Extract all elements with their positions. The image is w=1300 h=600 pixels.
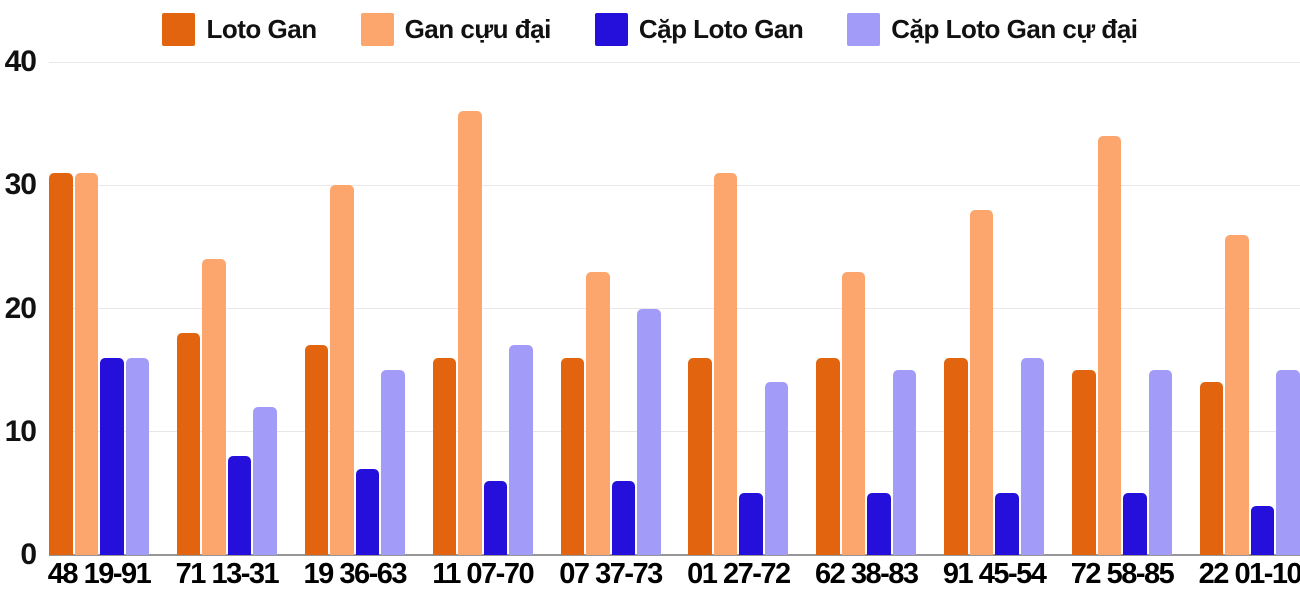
bar-cap-loto-gan-cu-ai — [381, 370, 405, 555]
bar-loto-gan — [176, 333, 201, 555]
bar-group-01-27-72 — [688, 62, 789, 555]
bar-group-11-07-70 — [432, 62, 533, 555]
gridline — [49, 184, 1300, 186]
bar-gan-cuu-ai — [586, 271, 610, 555]
legend-label: Gan cựu đại — [404, 13, 552, 44]
legend-item-cap-loto-gan-cu-ai[interactable]: Cặp Loto Gan cự đại — [847, 12, 1138, 46]
bar-loto-gan — [1072, 370, 1096, 555]
bar-cap-loto-gan-cu-ai — [509, 345, 533, 555]
legend-swatch-cap-loto-gan — [594, 12, 628, 46]
legend-swatch-loto-gan — [162, 12, 196, 46]
bar-cap-loto-gan-cu-ai — [764, 382, 789, 555]
gridline — [49, 431, 1300, 433]
bar-loto-gan — [1199, 382, 1224, 555]
x-axis-label: 72 58-85 — [1070, 558, 1175, 590]
bar-group-48-19-91 — [49, 62, 149, 555]
bar-cap-loto-gan-cu-ai — [892, 370, 917, 555]
x-axis-label: 62 38-83 — [815, 558, 919, 590]
legend-swatch-gan-cuu-ai — [360, 12, 394, 46]
bar-loto-gan — [49, 172, 73, 555]
legend-label: Cặp Loto Gan cự đại — [891, 13, 1138, 44]
bar-cap-loto-gan-cu-ai — [1148, 370, 1172, 555]
bar-cap-loto-gan-cu-ai — [1276, 370, 1300, 555]
x-axis-label: 07 37-73 — [559, 558, 663, 590]
bar-loto-gan — [944, 357, 968, 555]
gridline — [49, 308, 1300, 309]
bar-cap-loto-gan — [995, 493, 1019, 555]
bar-cap-loto-gan-cu-ai — [125, 357, 149, 555]
bar-group-22-01-10 — [1199, 62, 1300, 555]
bar-gan-cuu-ai — [1097, 135, 1121, 555]
y-tick-label: 0 — [20, 538, 37, 571]
legend-label: Cặp Loto Gan — [638, 13, 804, 44]
bar-group-62-38-83 — [816, 62, 917, 555]
bar-gan-cuu-ai — [330, 185, 354, 555]
bar-loto-gan — [432, 357, 457, 555]
legend-item-cap-loto-gan[interactable]: Cặp Loto Gan — [594, 12, 804, 46]
bar-cap-loto-gan — [867, 493, 891, 555]
bar-group-71-13-31 — [176, 62, 277, 555]
x-axis-label: 48 19-91 — [47, 558, 152, 590]
bar-gan-cuu-ai — [458, 111, 482, 555]
legend: Loto Gan Gan cựu đại Cặp Loto Gan Cặp Loto … — [0, 9, 1300, 49]
bar-cap-loto-gan — [611, 481, 635, 555]
x-axis-label: 91 45-54 — [942, 558, 1047, 590]
bar-loto-gan — [304, 345, 329, 555]
bar-cap-loto-gan — [355, 468, 380, 555]
bar-group-91-45-54 — [944, 62, 1045, 555]
x-axis-label: 01 27-72 — [687, 558, 791, 590]
x-axis-label: 11 07-70 — [432, 558, 534, 590]
bar-cap-loto-gan-cu-ai — [253, 407, 277, 555]
bar-group-19-36-63 — [304, 62, 405, 555]
legend-swatch-cap-loto-gan-cu-ai — [847, 12, 881, 46]
x-axis-label: 71 13-31 — [175, 558, 280, 590]
bar-cap-loto-gan — [483, 481, 508, 555]
bar-loto-gan — [816, 357, 840, 555]
bar-cap-loto-gan — [100, 357, 124, 555]
bar-gan-cuu-ai — [713, 172, 738, 555]
legend-item-loto-gan[interactable]: Loto Gan — [162, 12, 317, 46]
bar-loto-gan — [688, 357, 712, 555]
y-tick-label: 20 — [4, 291, 37, 325]
x-axis-label: 22 01-10 — [1198, 558, 1300, 590]
bar-cap-loto-gan — [227, 456, 252, 555]
y-tick-label: 30 — [4, 168, 37, 202]
bar-gan-cuu-ai — [841, 271, 866, 555]
legend-item-gan-cuu-ai[interactable]: Gan cựu đại — [360, 12, 552, 46]
bar-cap-loto-gan — [1123, 493, 1147, 555]
x-axis: 48 19-91 71 13-31 19 36-63 11 07-70 07 37-73… — [47, 558, 1300, 591]
x-axis-label: 19 36-63 — [303, 558, 408, 590]
y-tick-label: 40 — [4, 45, 37, 78]
bar-gan-cuu-ai — [1225, 234, 1249, 555]
bar-gan-cuu-ai — [74, 172, 98, 555]
bar-loto-gan — [560, 357, 584, 555]
bar-cap-loto-gan — [1250, 505, 1275, 555]
bar-group-72-58-85 — [1072, 62, 1172, 555]
bar-cap-loto-gan — [739, 493, 763, 555]
bar-cap-loto-gan-cu-ai — [1020, 357, 1045, 555]
plot-area — [49, 62, 1300, 555]
bar-gan-cuu-ai — [969, 209, 994, 555]
bar-group-07-37-73 — [560, 62, 661, 555]
gridline — [49, 61, 1300, 63]
y-tick-label: 10 — [4, 414, 37, 448]
baseline — [49, 554, 1300, 556]
bar-gan-cuu-ai — [202, 259, 226, 555]
legend-label: Loto Gan — [206, 13, 317, 44]
bar-cap-loto-gan-cu-ai — [637, 308, 661, 555]
